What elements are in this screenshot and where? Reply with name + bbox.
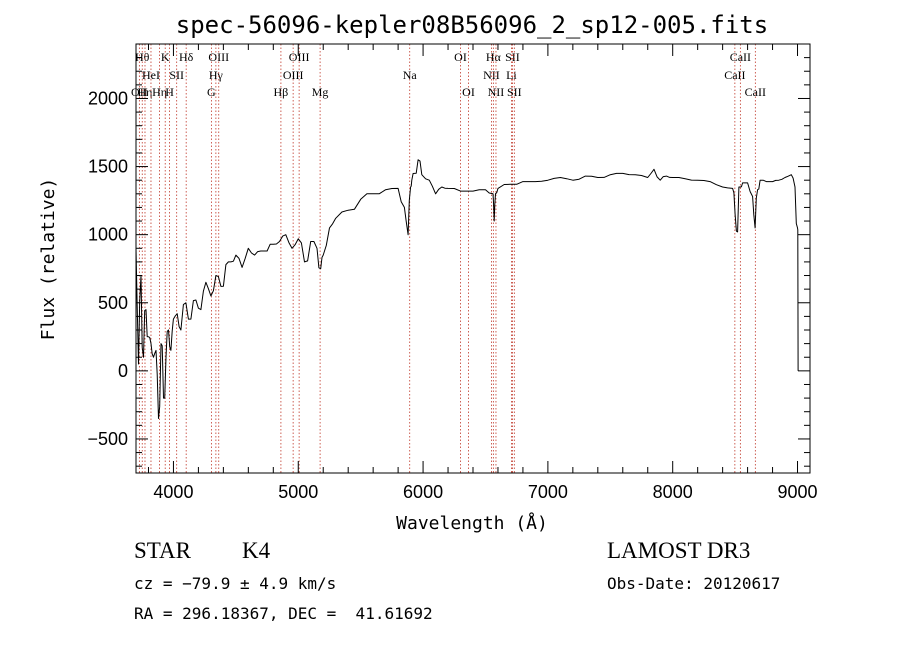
spectral-line-label: OIII <box>208 50 229 64</box>
spectral-line-label: OI <box>462 85 475 99</box>
spectral-line-label: H <box>165 85 174 99</box>
spectral-line-label: Hα <box>486 50 502 64</box>
spectral-line-label: SII <box>505 50 520 64</box>
spectral-line-label: Hθ <box>135 50 150 64</box>
plot-frame <box>135 43 811 474</box>
object-class: STAR <box>134 538 191 563</box>
spectral-line-label: Li <box>506 68 517 82</box>
spectral-line-label: G <box>207 85 216 99</box>
x-tick-label: 7000 <box>528 482 568 502</box>
observation-date: Obs-Date: 20120617 <box>607 574 781 593</box>
spectral-line-label: SII <box>169 68 184 82</box>
spectral-line-label: Hβ <box>274 85 289 99</box>
x-tick-label: 4000 <box>153 482 193 502</box>
spectral-line-label: OII <box>131 85 148 99</box>
chart-title: spec-56096-kepler08B56096_2_sp12-005.fit… <box>176 11 768 39</box>
y-tick-label: 1000 <box>88 225 128 245</box>
object-subclass: K4 <box>242 538 271 563</box>
survey-name: LAMOST DR3 <box>607 538 751 563</box>
spectral-line-label: CaII <box>724 68 745 82</box>
y-tick-label: −500 <box>87 429 128 449</box>
y-axis-label: Flux (relative) <box>38 178 59 341</box>
ra-dec-coordinates: RA = 296.18367, DEC = 41.61692 <box>134 604 433 623</box>
spectral-line-label: NII <box>483 68 500 82</box>
y-tick-label: 1500 <box>88 157 128 177</box>
x-tick-label: 8000 <box>653 482 693 502</box>
x-tick-label: 5000 <box>278 482 318 502</box>
spectral-line-label: CaII <box>745 85 766 99</box>
spectral-line-label: K <box>161 50 170 64</box>
x-tick-label: 6000 <box>403 482 443 502</box>
spectral-line-label: Hγ <box>209 68 224 82</box>
spectral-line-label: OIII <box>289 50 310 64</box>
y-tick-label: 2000 <box>88 88 128 108</box>
y-tick-label: 500 <box>98 293 128 313</box>
flux-series-line <box>135 159 799 419</box>
x-axis-label: Wavelength (Å) <box>396 512 548 534</box>
spectral-line-label: Na <box>403 68 418 82</box>
y-tick-label: 0 <box>118 361 128 381</box>
spectral-line-label: OI <box>454 50 467 64</box>
spectral-line-label: NII <box>488 85 505 99</box>
series-layer <box>135 159 799 419</box>
redshift-cz: cz = −79.9 ± 4.9 km/s <box>134 574 337 593</box>
spectral-line-label: HeI <box>142 68 160 82</box>
spectral-line-label: Hη <box>152 85 167 99</box>
spectral-line-label: Hη <box>138 85 153 99</box>
spectral-line-label: OIII <box>283 68 304 82</box>
spectral-lines-layer: OII Hθ Hη HeI Hη K H SII Hδ G Hγ OIII Hβ OIII OIII Mg Na… <box>131 44 766 473</box>
spectral-line-label: CaII <box>730 50 751 64</box>
x-tick-label: 9000 <box>777 482 817 502</box>
spectral-line-label: SII <box>507 85 522 99</box>
ticks-layer: 4000 5000 6000 7000 8000 9000 −500 0 500 1000 1500… <box>87 44 818 502</box>
spectral-line-label: Mg <box>312 85 329 99</box>
spectral-line-label: Hδ <box>179 50 194 64</box>
